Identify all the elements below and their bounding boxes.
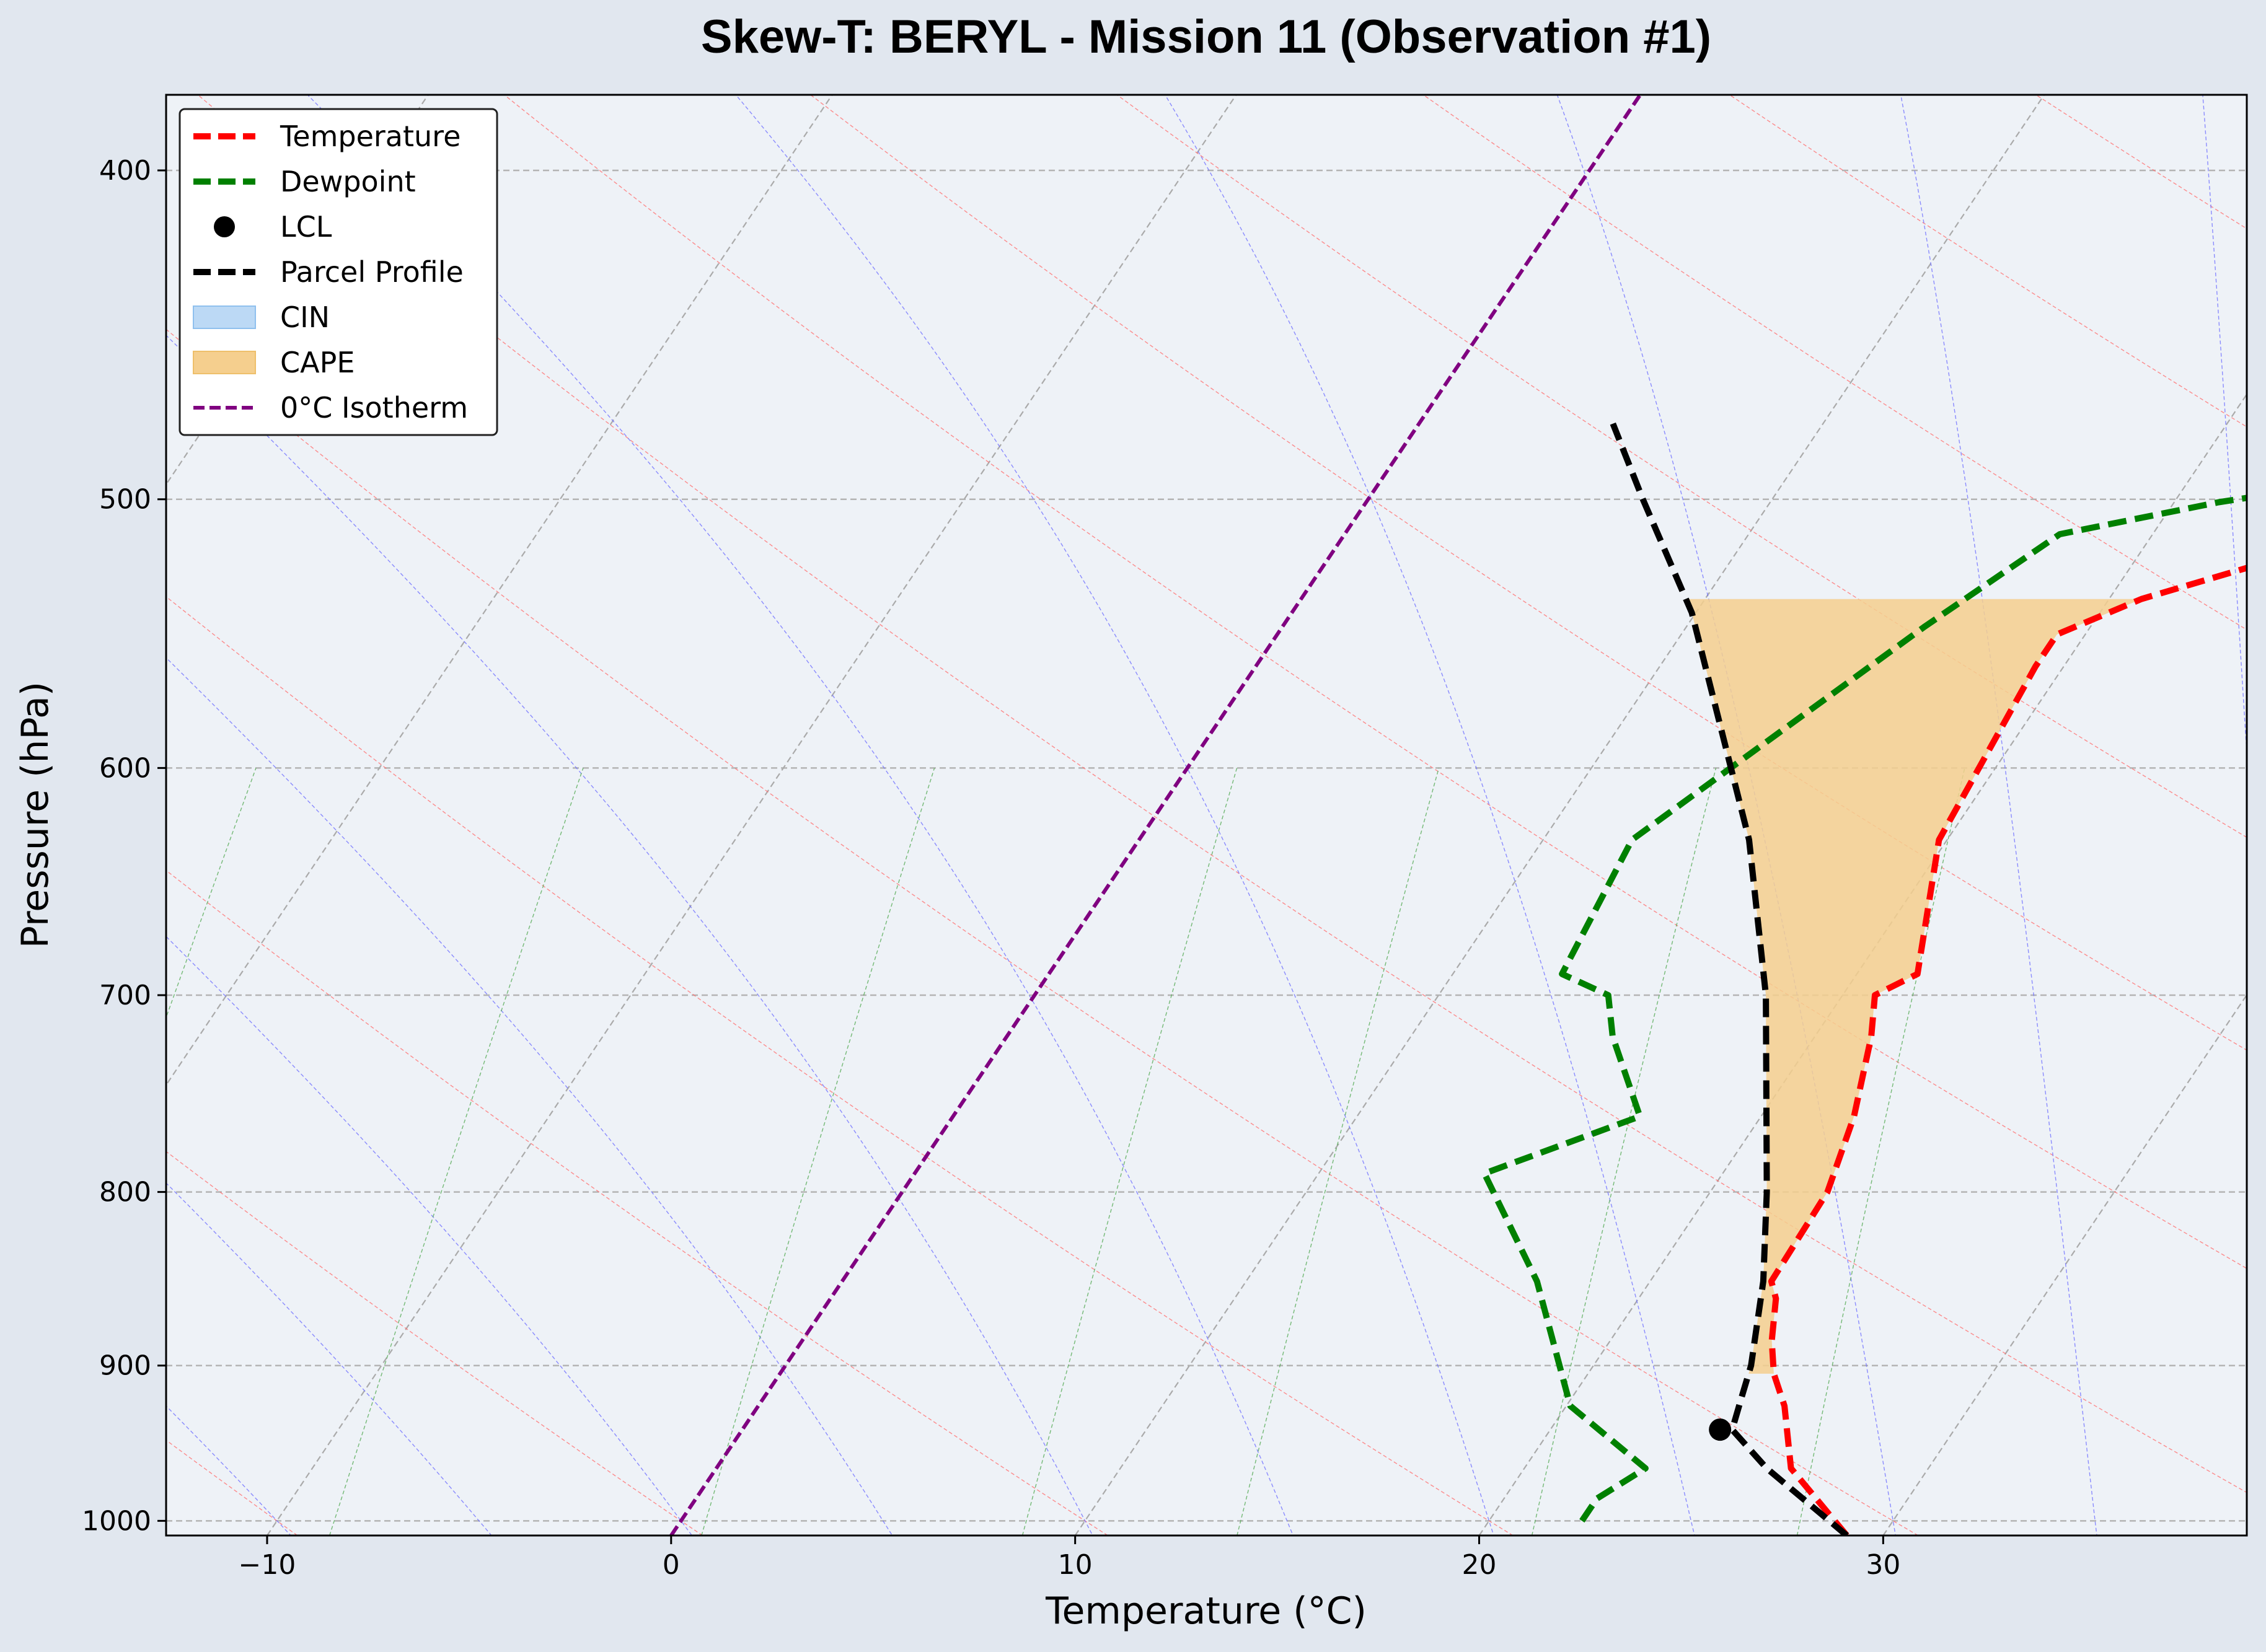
plot-frame (165, 94, 2248, 1537)
lcl-marker (1709, 1418, 1732, 1441)
mixing-ratio-line (1796, 768, 1965, 1536)
moist-adiabat (166, 936, 693, 1536)
temperature-line (1768, 565, 2247, 1536)
grid-layer (166, 95, 2247, 1536)
y-tick-label: 400 (99, 155, 151, 187)
isotherm-gridline (1074, 95, 2045, 1536)
moist-adiabat (166, 1182, 492, 1536)
legend-box (179, 108, 498, 436)
isotherm-gridline (1478, 393, 2247, 1536)
chart-title: Skew-T: BERYL - Mission 11 (Observation … (701, 11, 1711, 63)
legend-label: Temperature (280, 120, 461, 153)
isotherm-gridline (166, 95, 833, 1086)
moist-adiabat (735, 95, 1494, 1536)
dry-adiabat (166, 595, 1514, 1536)
moist-adiabat (166, 335, 1093, 1536)
x-tick-label: 20 (1461, 1549, 1496, 1581)
legend-label: Dewpoint (280, 165, 416, 198)
profile-lines (669, 95, 2247, 1536)
parcel-profile-line (1610, 422, 1849, 1536)
mixing-ratio-line (166, 768, 257, 1019)
moist-adiabat (1900, 95, 2097, 1536)
y-axis-label: Pressure (hPa) (14, 682, 57, 948)
x-tick-label: −10 (239, 1549, 296, 1581)
y-tick-label: 500 (99, 484, 151, 516)
marker-layer (1709, 1418, 1732, 1441)
x-tick-label: 0 (663, 1549, 680, 1581)
legend-cin-swatch (193, 305, 256, 329)
dewpoint-line (1481, 494, 2247, 1523)
dry-adiabat (166, 1151, 703, 1536)
legend-cape-swatch (193, 351, 256, 374)
dry-adiabat (1116, 95, 2247, 838)
legend-label: CAPE (280, 346, 355, 379)
legend-label: CIN (280, 301, 330, 334)
moist-adiabat (2202, 95, 2247, 760)
dry-adiabat (166, 328, 1919, 1536)
legend: Temperature Dewpoint LCL Parcel Profile CIN C… (179, 108, 498, 436)
moist-adiabat (1164, 95, 1695, 1536)
cape-area (1686, 599, 2141, 1374)
mixing-ratio-line (1021, 768, 1238, 1536)
y-tick-label: 1000 (82, 1505, 151, 1537)
x-tick-label: 10 (1058, 1549, 1093, 1581)
legend-lcl-swatch (214, 216, 235, 237)
y-axis-ticks: 400 500 600 700 800 900 1000 (82, 155, 166, 1537)
mixing-ratio-line (701, 768, 935, 1536)
y-tick-label: 900 (99, 1350, 151, 1382)
mixing-ratio-line (1531, 768, 1717, 1536)
cape-fill-layer (1686, 599, 2141, 1374)
legend-label: Parcel Profile (280, 255, 464, 289)
legend-label: LCL (280, 210, 332, 244)
mixing-ratio-line (1237, 768, 1440, 1536)
isotherm-gridline (267, 95, 1237, 1536)
dry-adiabat (504, 95, 2247, 1269)
x-axis-ticks: −10 0 10 20 30 (239, 1536, 1900, 1581)
legend-label: 0°C Isotherm (280, 391, 468, 424)
x-tick-label: 30 (1866, 1549, 1900, 1581)
y-tick-label: 600 (99, 752, 151, 784)
y-tick-label: 700 (99, 980, 151, 1011)
isotherm-gridline (1882, 993, 2247, 1536)
mixing-ratio-line (329, 768, 584, 1536)
y-tick-label: 800 (99, 1177, 151, 1208)
x-axis-label: Temperature (°C) (1045, 1589, 1367, 1633)
